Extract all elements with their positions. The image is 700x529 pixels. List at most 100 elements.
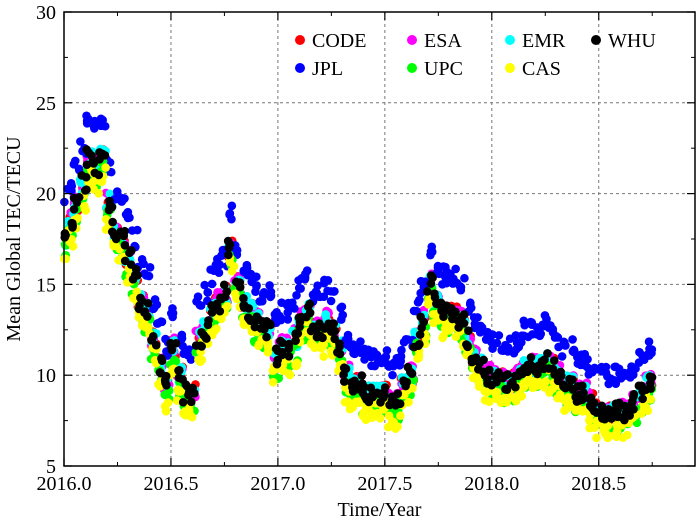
data-point	[634, 358, 644, 367]
data-point	[178, 341, 187, 351]
data-point	[239, 294, 248, 303]
data-point	[135, 301, 144, 310]
data-point	[272, 359, 282, 369]
data-point	[288, 298, 297, 307]
data-point	[589, 398, 599, 408]
data-point	[603, 421, 613, 431]
data-point	[459, 310, 469, 319]
data-point	[426, 279, 436, 288]
data-point	[268, 377, 278, 387]
data-point	[207, 279, 217, 289]
data-point	[359, 408, 368, 418]
data-point	[143, 322, 153, 332]
data-point	[137, 255, 147, 264]
x-tick-label: 2016.5	[143, 473, 198, 495]
data-point	[192, 297, 201, 306]
data-point	[503, 394, 513, 404]
data-point	[415, 340, 424, 349]
legend: CODE ESA EMR WHU JPL UPC CAS	[295, 30, 656, 80]
legend-label: CODE	[312, 30, 366, 52]
data-point	[203, 288, 213, 297]
data-point	[429, 318, 438, 328]
x-tick-label: 2018.5	[571, 473, 626, 495]
data-point	[120, 241, 130, 250]
data-point	[415, 295, 424, 305]
data-point	[396, 411, 405, 421]
data-point	[256, 324, 266, 333]
x-tick-label: 2018.0	[464, 473, 519, 495]
data-point	[120, 226, 129, 236]
data-point	[156, 317, 166, 326]
data-point	[485, 397, 494, 406]
data-point	[403, 335, 413, 344]
legend-marker	[407, 63, 417, 73]
data-point	[384, 362, 394, 371]
data-point	[84, 148, 94, 158]
data-point	[224, 250, 233, 260]
data-point	[590, 423, 599, 432]
data-point	[577, 395, 587, 404]
data-point	[67, 181, 77, 191]
data-point	[339, 370, 348, 379]
data-point	[82, 185, 91, 195]
data-point	[94, 188, 104, 198]
data-point	[275, 311, 284, 321]
legend-label: EMR	[522, 30, 566, 52]
data-point	[215, 260, 225, 270]
x-axis-label: Time/Year	[338, 499, 422, 521]
data-point	[292, 358, 302, 368]
legend-item-cas: CAS	[505, 58, 561, 80]
legend-label: WHU	[608, 30, 656, 52]
legend-item-jpl: JPL	[295, 58, 343, 80]
data-point	[219, 280, 229, 290]
data-point	[535, 331, 545, 341]
data-point	[101, 163, 110, 172]
data-point	[61, 254, 71, 264]
data-point	[67, 218, 77, 228]
data-point	[579, 388, 588, 398]
data-point	[184, 388, 194, 397]
data-point	[101, 215, 111, 224]
data-point	[144, 271, 154, 281]
data-point	[329, 319, 339, 328]
data-point	[177, 332, 187, 342]
legend-item-emr: EMR	[505, 30, 566, 52]
series-jpl	[60, 111, 657, 389]
data-point	[187, 397, 196, 407]
data-point	[214, 268, 224, 278]
data-point	[76, 178, 85, 187]
data-point	[96, 121, 106, 131]
data-point	[175, 365, 184, 375]
data-point	[323, 276, 333, 285]
data-point	[104, 205, 114, 215]
y-tick-label: 10	[36, 365, 56, 387]
series-layer	[60, 111, 657, 443]
data-point	[217, 251, 226, 261]
data-point	[505, 334, 515, 344]
data-point	[313, 281, 322, 290]
data-point	[493, 371, 502, 381]
data-point	[160, 375, 170, 385]
data-point	[512, 338, 522, 348]
data-point	[647, 345, 657, 354]
data-point	[358, 388, 368, 398]
x-tick-label: 2016.0	[37, 473, 92, 495]
data-point	[621, 407, 631, 417]
legend-marker	[505, 63, 515, 73]
data-point	[549, 356, 559, 365]
data-point	[449, 274, 458, 284]
data-point	[196, 341, 205, 350]
data-point	[239, 319, 249, 329]
legend-item-esa: ESA	[407, 30, 462, 52]
data-point	[555, 390, 565, 399]
y-tick-label: 15	[36, 274, 56, 296]
data-point	[212, 324, 221, 333]
data-point	[557, 352, 567, 361]
data-point	[76, 137, 85, 146]
data-point	[230, 289, 240, 298]
data-point	[592, 433, 601, 443]
data-point	[225, 257, 235, 267]
data-point	[107, 227, 117, 237]
data-point	[143, 298, 153, 308]
data-point	[646, 395, 656, 404]
